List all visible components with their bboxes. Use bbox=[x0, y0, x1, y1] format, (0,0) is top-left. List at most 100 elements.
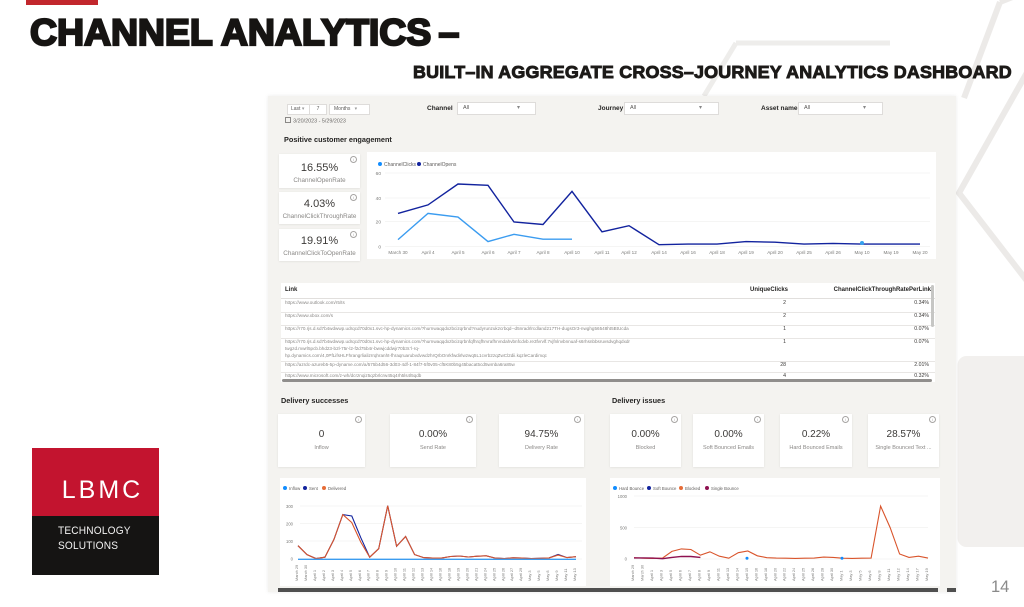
svg-text:April 6: April 6 bbox=[357, 570, 362, 581]
svg-text:ChannelOpens: ChannelOpens bbox=[423, 162, 457, 168]
svg-text:April 19: April 19 bbox=[738, 250, 754, 255]
svg-text:Sent: Sent bbox=[309, 486, 319, 491]
svg-text:April 25: April 25 bbox=[796, 250, 812, 255]
svg-text:April 8: April 8 bbox=[375, 570, 380, 581]
svg-text:Soft Bounce: Soft Bounce bbox=[653, 486, 677, 491]
svg-text:April 1: April 1 bbox=[649, 570, 654, 581]
svg-text:April 6: April 6 bbox=[481, 250, 494, 255]
svg-text:April 12: April 12 bbox=[411, 568, 416, 581]
svg-text:April 5: April 5 bbox=[668, 570, 673, 581]
svg-text:May 10: May 10 bbox=[854, 250, 870, 255]
svg-text:April 16: April 16 bbox=[438, 568, 443, 581]
svg-text:April 28: April 28 bbox=[820, 568, 825, 581]
svg-text:Blocked: Blocked bbox=[685, 486, 701, 491]
svg-text:April 29: April 29 bbox=[518, 568, 523, 581]
svg-text:April 8: April 8 bbox=[696, 570, 701, 581]
svg-text:200: 200 bbox=[286, 522, 294, 527]
svg-text:April 26: April 26 bbox=[825, 250, 841, 255]
svg-text:ChannelClicks: ChannelClicks bbox=[384, 162, 416, 168]
svg-text:April 13: April 13 bbox=[725, 568, 730, 581]
svg-text:April 16: April 16 bbox=[680, 250, 696, 255]
svg-text:April 5: April 5 bbox=[348, 570, 353, 581]
svg-text:May 1: May 1 bbox=[839, 570, 844, 581]
svg-text:May 20: May 20 bbox=[912, 250, 928, 255]
svg-text:May 3: May 3 bbox=[527, 570, 532, 581]
svg-text:April 25: April 25 bbox=[491, 568, 496, 581]
svg-text:April 26: April 26 bbox=[810, 568, 815, 581]
svg-text:April 20: April 20 bbox=[767, 250, 783, 255]
svg-text:April 20: April 20 bbox=[464, 567, 469, 581]
svg-text:April 16: April 16 bbox=[753, 568, 758, 581]
svg-text:April 10: April 10 bbox=[393, 567, 398, 581]
svg-text:April 30: April 30 bbox=[829, 567, 834, 581]
svg-text:April 6: April 6 bbox=[677, 570, 682, 581]
svg-text:300: 300 bbox=[286, 504, 294, 509]
svg-text:April 18: April 18 bbox=[447, 568, 452, 581]
svg-text:May 3: May 3 bbox=[848, 570, 853, 581]
svg-text:April 14: April 14 bbox=[429, 567, 434, 581]
svg-text:April 4: April 4 bbox=[339, 569, 344, 581]
svg-text:April 3: April 3 bbox=[330, 570, 335, 581]
svg-text:April 4: April 4 bbox=[421, 250, 434, 255]
svg-text:60: 60 bbox=[376, 171, 382, 177]
svg-text:May 12: May 12 bbox=[896, 568, 901, 581]
svg-text:April 9: April 9 bbox=[706, 570, 711, 581]
svg-text:April 18: April 18 bbox=[709, 250, 725, 255]
svg-text:March 30: March 30 bbox=[640, 564, 645, 581]
svg-text:May 5: May 5 bbox=[536, 570, 541, 581]
svg-text:April 24: April 24 bbox=[482, 567, 487, 581]
svg-text:May 8: May 8 bbox=[877, 570, 882, 581]
svg-text:April 18: April 18 bbox=[763, 568, 768, 581]
svg-text:Delivered: Delivered bbox=[328, 486, 347, 491]
svg-text:0: 0 bbox=[378, 245, 381, 251]
svg-text:May 17: May 17 bbox=[915, 568, 920, 581]
svg-text:Hard Bounce: Hard Bounce bbox=[619, 486, 645, 491]
svg-text:May 14: May 14 bbox=[905, 567, 910, 581]
svg-text:1000: 1000 bbox=[618, 494, 628, 499]
svg-text:May 5: May 5 bbox=[858, 570, 863, 581]
svg-text:April 27: April 27 bbox=[509, 568, 514, 581]
svg-text:March 29: March 29 bbox=[630, 565, 635, 581]
svg-text:April 5: April 5 bbox=[451, 250, 464, 255]
svg-text:April 20: April 20 bbox=[772, 567, 777, 581]
svg-text:April 13: April 13 bbox=[420, 568, 425, 581]
svg-text:April 7: April 7 bbox=[507, 250, 520, 255]
svg-text:500: 500 bbox=[620, 526, 628, 531]
svg-text:100: 100 bbox=[286, 539, 294, 544]
svg-text:March 29: March 29 bbox=[294, 565, 299, 581]
svg-text:20: 20 bbox=[376, 220, 382, 226]
svg-text:April 11: April 11 bbox=[402, 568, 407, 581]
svg-text:May 19: May 19 bbox=[883, 250, 899, 255]
svg-text:May 11: May 11 bbox=[886, 569, 891, 581]
svg-text:April 2: April 2 bbox=[321, 570, 326, 581]
svg-text:May 9: May 9 bbox=[554, 570, 559, 581]
svg-text:May 19: May 19 bbox=[924, 568, 929, 581]
svg-text:April 14: April 14 bbox=[651, 250, 667, 255]
svg-text:April 7: April 7 bbox=[366, 570, 371, 581]
svg-text:0: 0 bbox=[625, 557, 628, 562]
svg-text:April 24: April 24 bbox=[791, 567, 796, 581]
svg-text:April 8: April 8 bbox=[536, 250, 549, 255]
svg-text:April 1: April 1 bbox=[312, 570, 317, 581]
svg-text:April 19: April 19 bbox=[455, 568, 460, 581]
svg-text:April 9: April 9 bbox=[384, 570, 389, 581]
svg-text:Single Bounce: Single Bounce bbox=[711, 486, 739, 491]
svg-text:April 26: April 26 bbox=[500, 568, 505, 581]
svg-text:April 15: April 15 bbox=[744, 568, 749, 581]
svg-text:March 30: March 30 bbox=[388, 250, 408, 255]
svg-text:April 3: April 3 bbox=[659, 570, 664, 581]
svg-text:May 11: May 11 bbox=[563, 569, 568, 581]
svg-text:April 10: April 10 bbox=[564, 250, 580, 255]
svg-text:May 6: May 6 bbox=[867, 570, 872, 581]
svg-text:May 13: May 13 bbox=[572, 568, 577, 581]
svg-text:40: 40 bbox=[376, 196, 382, 202]
svg-text:Inflow: Inflow bbox=[289, 486, 301, 491]
svg-text:April 21: April 21 bbox=[473, 568, 478, 581]
svg-text:April 12: April 12 bbox=[621, 250, 637, 255]
svg-text:April 14: April 14 bbox=[734, 567, 739, 581]
svg-text:May 8: May 8 bbox=[545, 570, 550, 581]
svg-text:April 7: April 7 bbox=[687, 570, 692, 581]
svg-text:March 30: March 30 bbox=[303, 564, 308, 581]
svg-text:April 25: April 25 bbox=[801, 568, 806, 581]
svg-text:April 11: April 11 bbox=[715, 568, 720, 581]
